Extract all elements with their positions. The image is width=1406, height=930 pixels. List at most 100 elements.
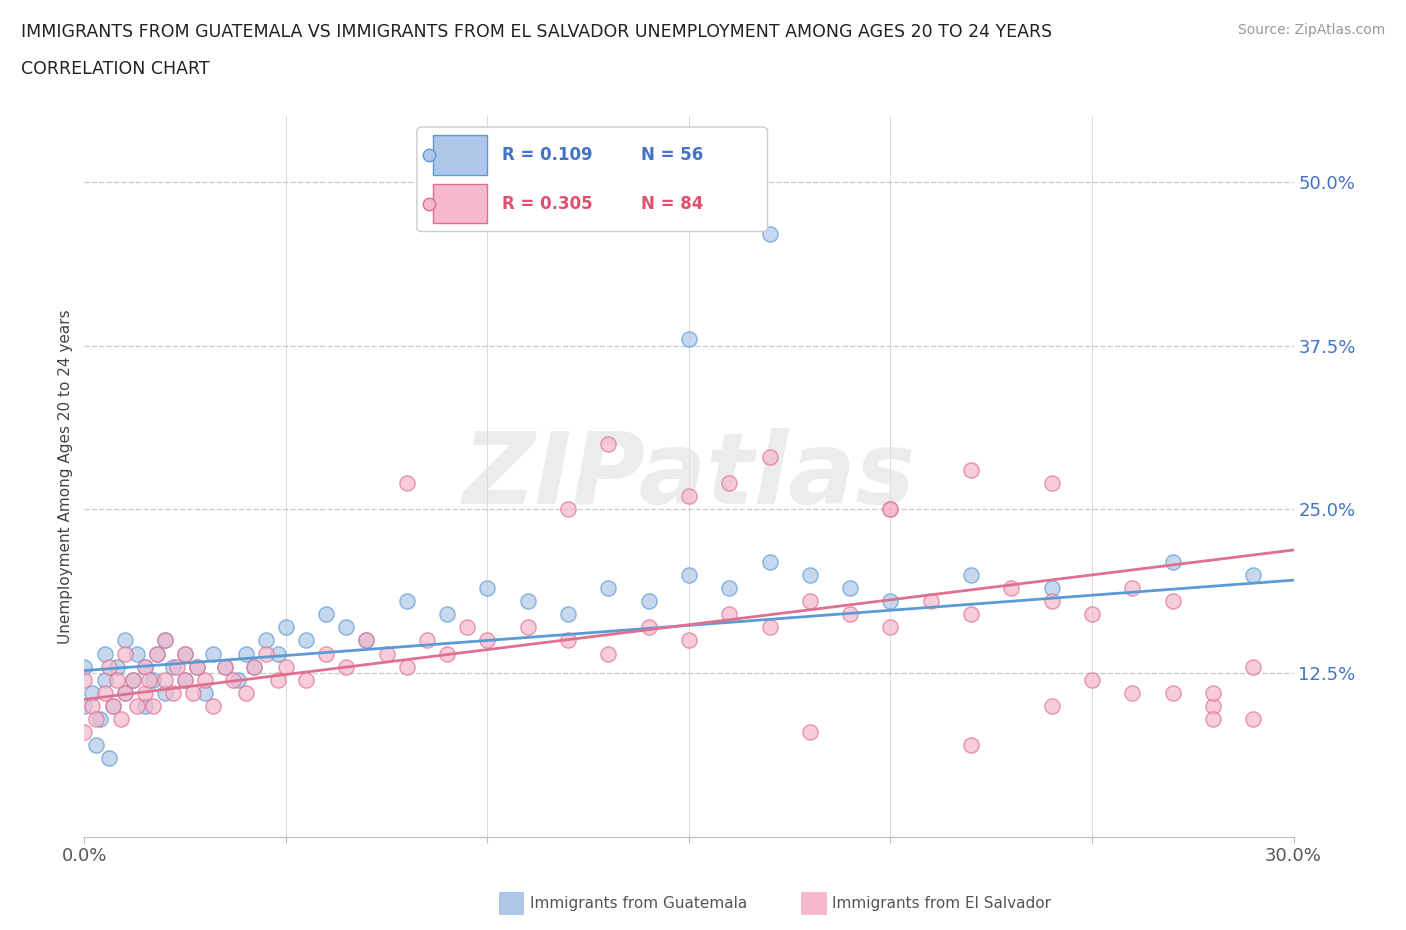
Point [436,606,458,621]
Point [1161,554,1184,569]
Point [153,633,176,648]
Bar [499,892,524,915]
Point [242,659,264,674]
Point [194,685,217,700]
Point [114,685,136,700]
Point [637,593,659,608]
Point [335,620,357,635]
Point [637,620,659,635]
Point [166,659,188,674]
Point [1202,711,1225,726]
Point [879,502,901,517]
Point [134,685,156,700]
Point [235,685,257,700]
Point [105,672,128,687]
Point [295,672,318,687]
Point [315,646,337,661]
Point [125,698,148,713]
Point [114,633,136,648]
Point [134,659,156,674]
Text: IMMIGRANTS FROM GUATEMALA VS IMMIGRANTS FROM EL SALVADOR UNEMPLOYMENT AMONG AGES: IMMIGRANTS FROM GUATEMALA VS IMMIGRANTS … [21,23,1052,41]
Point [1000,580,1022,595]
Point [226,672,249,687]
Point [718,606,741,621]
Point [153,633,176,648]
Point [73,724,96,739]
Text: N = 56: N = 56 [641,146,703,164]
Point [356,633,378,648]
Point [121,672,143,687]
Point [920,593,942,608]
Point [456,620,478,635]
Point [799,724,821,739]
Point [82,685,104,700]
Point [879,620,901,635]
Point [267,646,290,661]
Point [799,593,821,608]
Point [73,659,96,674]
Text: R = 0.109: R = 0.109 [502,146,592,164]
Point [1040,698,1063,713]
Point [73,672,96,687]
Text: R = 0.305: R = 0.305 [502,194,592,213]
Point [194,672,217,687]
Point [395,476,418,491]
Point [82,698,104,713]
Point [73,698,96,713]
Point [758,620,780,635]
Point [202,646,225,661]
Point [416,633,439,648]
Point [758,554,780,569]
Point [960,606,983,621]
Point [186,659,208,674]
Point [186,659,208,674]
Point [637,214,659,229]
Text: N = 84: N = 84 [641,194,703,213]
Point [138,672,160,687]
Point [86,711,108,726]
Point [1202,685,1225,700]
Point [960,462,983,477]
Point [758,449,780,464]
Point [516,620,538,635]
Point [274,659,297,674]
Point [101,698,124,713]
Point [960,737,983,752]
Point [254,646,277,661]
Point [1121,685,1143,700]
Point [146,646,169,661]
Point [678,489,700,504]
Point [110,711,132,726]
Point [335,659,357,674]
Text: Source: ZipAtlas.com: Source: ZipAtlas.com [1237,23,1385,37]
Point [718,476,741,491]
Point [678,633,700,648]
Point [174,672,197,687]
FancyBboxPatch shape [418,127,768,232]
Point [1040,476,1063,491]
Point [557,606,579,621]
Point [1241,659,1264,674]
Point [254,633,277,648]
Text: Immigrants from El Salvador: Immigrants from El Salvador [832,896,1052,910]
Point [1040,580,1063,595]
Point [114,646,136,661]
Point [174,646,197,661]
Point [214,659,236,674]
Bar [433,184,486,223]
Point [274,620,297,635]
Point [477,580,499,595]
Point [799,567,821,582]
Point [598,580,620,595]
Point [960,567,983,582]
Point [142,698,165,713]
Point [202,698,225,713]
Point [162,659,184,674]
Y-axis label: Unemployment Among Ages 20 to 24 years: Unemployment Among Ages 20 to 24 years [58,310,73,644]
Point [1202,698,1225,713]
Point [395,659,418,674]
Point [105,659,128,674]
Point [839,580,862,595]
Point [436,646,458,661]
Point [477,633,499,648]
